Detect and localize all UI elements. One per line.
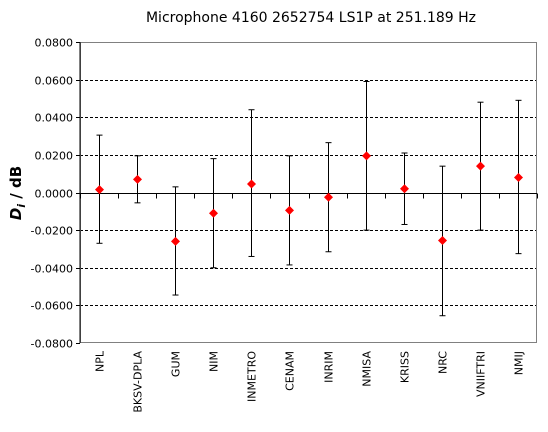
x-category-label: NRC [437, 351, 450, 374]
data-markers [95, 151, 523, 246]
data-point-marker [133, 174, 142, 184]
x-category-label: NPL [94, 350, 107, 372]
x-category-label: NIM [208, 351, 221, 372]
y-tick-label: -0.0200 [31, 225, 73, 238]
x-category-label: KRISS [399, 351, 412, 383]
plot-frame [80, 42, 537, 343]
x-category-label: INRIM [323, 351, 336, 383]
data-point-marker [285, 205, 294, 215]
data-point-marker [438, 235, 447, 245]
axes [79, 42, 538, 343]
x-category-label: NMISA [361, 351, 374, 387]
y-axis-label: Di / dB [7, 166, 28, 220]
y-axis-label-unit: / dB [7, 166, 25, 204]
data-point-marker [247, 179, 256, 189]
data-point-marker [400, 184, 409, 194]
y-axis-label-subscript: i [15, 204, 28, 208]
data-point-marker [324, 192, 333, 202]
data-point-marker [209, 208, 218, 218]
data-point-marker [171, 236, 180, 246]
x-category-label: NMIJ [513, 351, 526, 375]
data-point-marker [362, 151, 371, 161]
x-axis-category-labels: NPL BKSV-DPLA GUM NIM INMETRO CENAM INRIM NMISA… [94, 350, 526, 412]
error-bars [96, 81, 522, 317]
data-point-marker [514, 172, 523, 182]
x-category-label: VNIIFTRI [475, 351, 488, 397]
y-axis-ticks: 0.0800 0.0600 0.0400 0.0200 0.0000 -0.0200 -0.… [31, 37, 80, 351]
y-tick-label: -0.0800 [31, 338, 73, 351]
data-point-marker [95, 185, 104, 195]
y-tick-label: 0.0600 [35, 75, 74, 88]
x-category-label: GUM [170, 351, 183, 377]
x-category-label: BKSV-DPLA [132, 351, 145, 413]
y-tick-label: 0.0000 [35, 188, 74, 201]
gridlines [80, 42, 537, 306]
x-category-label: INMETRO [246, 351, 259, 402]
y-tick-label: 0.0800 [35, 37, 74, 50]
y-tick-label: -0.0600 [31, 300, 73, 313]
data-point-marker [476, 161, 485, 171]
y-axis-label-symbol: D [7, 208, 25, 220]
y-tick-label: 0.0400 [35, 112, 74, 125]
y-tick-label: 0.0200 [35, 150, 74, 163]
chart-title: Microphone 4160 2652754 LS1P at 251.189 … [146, 10, 476, 26]
x-category-label: CENAM [284, 351, 297, 391]
y-tick-label: -0.0400 [31, 263, 73, 276]
